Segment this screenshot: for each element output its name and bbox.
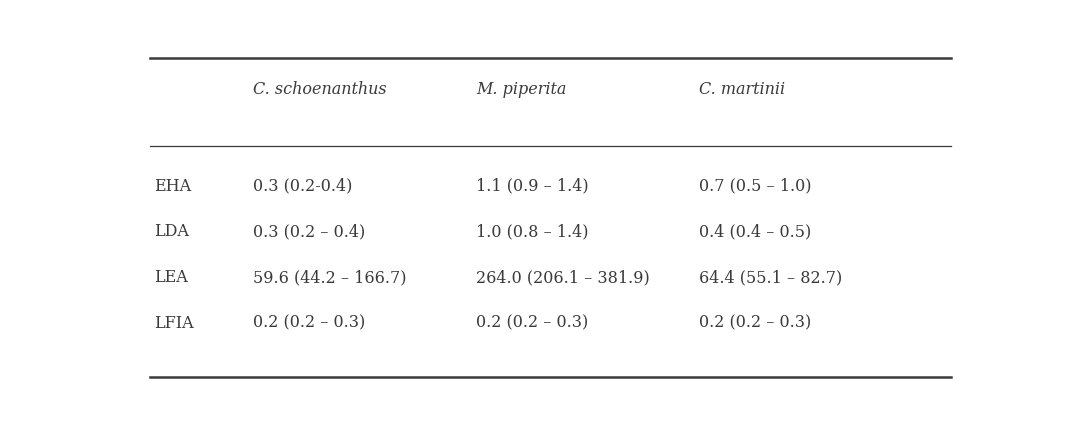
Text: 59.6 (44.2 – 166.7): 59.6 (44.2 – 166.7) <box>253 269 406 286</box>
Text: 1.1 (0.9 – 1.4): 1.1 (0.9 – 1.4) <box>477 178 588 195</box>
Text: 0.2 (0.2 – 0.3): 0.2 (0.2 – 0.3) <box>477 315 588 332</box>
Text: EHA: EHA <box>154 178 191 195</box>
Text: 1.0 (0.8 – 1.4): 1.0 (0.8 – 1.4) <box>477 223 588 240</box>
Text: C. schoenanthus: C. schoenanthus <box>253 81 387 98</box>
Text: 64.4 (55.1 – 82.7): 64.4 (55.1 – 82.7) <box>699 269 842 286</box>
Text: 0.7 (0.5 – 1.0): 0.7 (0.5 – 1.0) <box>699 178 811 195</box>
Text: 0.3 (0.2-0.4): 0.3 (0.2-0.4) <box>253 178 353 195</box>
Text: M. piperita: M. piperita <box>477 81 566 98</box>
Text: 0.3 (0.2 – 0.4): 0.3 (0.2 – 0.4) <box>253 223 366 240</box>
Text: LDA: LDA <box>154 223 189 240</box>
Text: 0.2 (0.2 – 0.3): 0.2 (0.2 – 0.3) <box>699 315 811 332</box>
Text: 0.4 (0.4 – 0.5): 0.4 (0.4 – 0.5) <box>699 223 811 240</box>
Text: 0.2 (0.2 – 0.3): 0.2 (0.2 – 0.3) <box>253 315 366 332</box>
Text: LFIA: LFIA <box>154 315 194 332</box>
Text: C. martinii: C. martinii <box>699 81 786 98</box>
Text: LEA: LEA <box>154 269 188 286</box>
Text: 264.0 (206.1 – 381.9): 264.0 (206.1 – 381.9) <box>477 269 650 286</box>
